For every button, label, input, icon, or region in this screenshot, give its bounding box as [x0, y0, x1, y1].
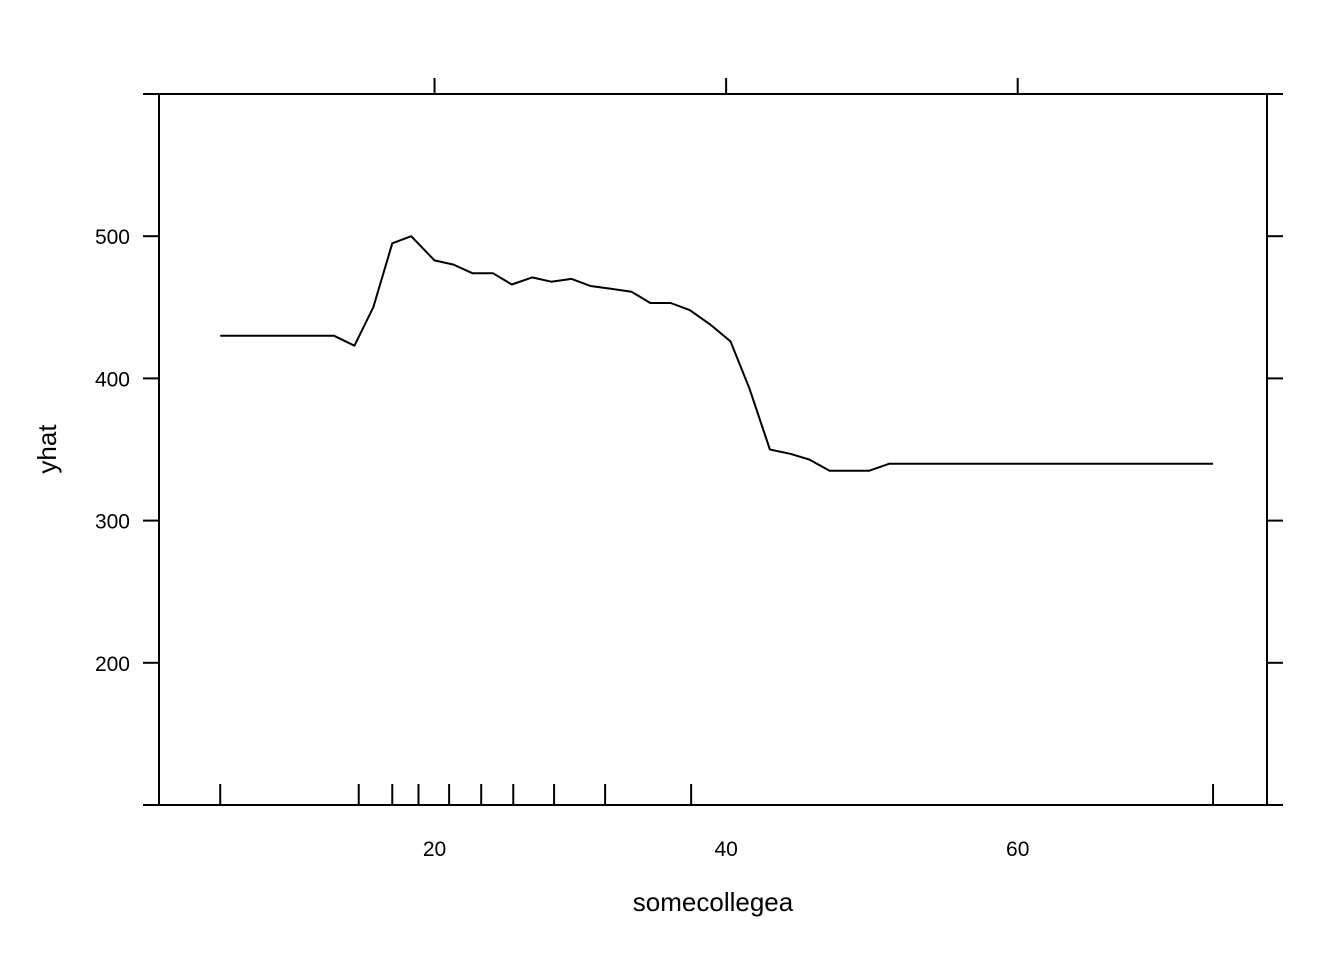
axis-ticks: [143, 78, 1283, 806]
y-tick-label: 200: [95, 653, 130, 676]
y-tick-label: 400: [95, 368, 130, 391]
y-tick-label: 500: [95, 226, 130, 249]
rug-marks: [219, 784, 1215, 805]
x-axis-title: somecollegea: [633, 887, 794, 917]
y-axis-title: yhat: [32, 424, 62, 474]
series-line: [220, 235, 1214, 472]
x-tick-label: 20: [423, 838, 446, 861]
x-tick-label: 40: [714, 838, 737, 861]
y-tick-label: 300: [95, 511, 130, 534]
axis-tick-labels: 20 40 60 200 300 400 500: [95, 226, 1029, 861]
plot-frame: [158, 93, 1268, 806]
x-tick-label: 60: [1006, 838, 1029, 861]
